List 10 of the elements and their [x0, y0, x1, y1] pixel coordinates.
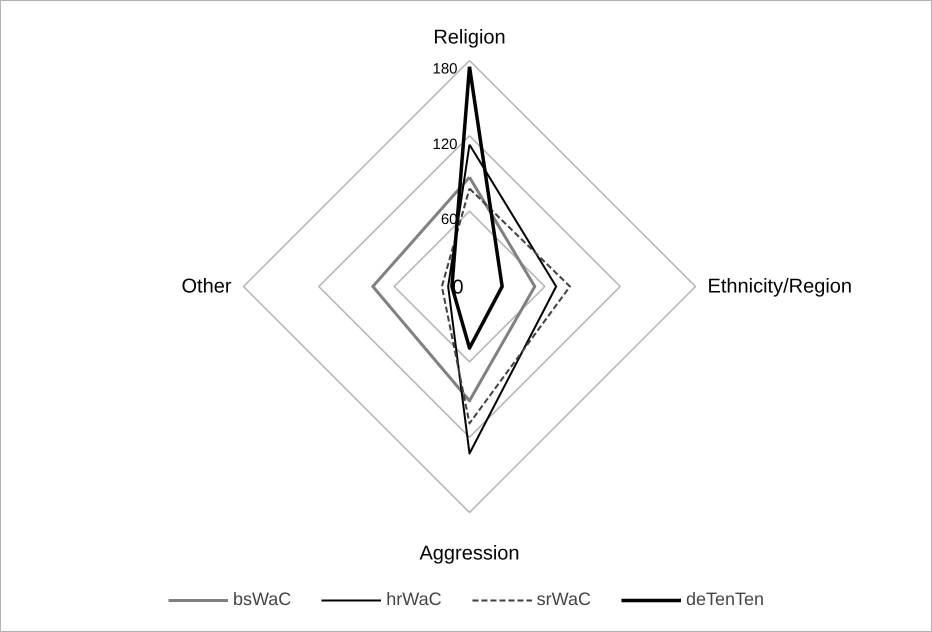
spoke-label: Religion	[433, 26, 506, 48]
legend-label: bsWaC	[232, 589, 292, 610]
spoke-label: Aggression	[419, 542, 520, 564]
legend-label: hrWaC	[386, 589, 442, 610]
y-tick-label: 180	[432, 60, 458, 78]
legend-label: srWaC	[536, 589, 591, 610]
legend-label: deTenTen	[686, 589, 764, 610]
y-tick-label: 120	[432, 136, 458, 153]
spoke-label: Other	[181, 276, 232, 298]
spoke-label: Ethnicity/Region	[708, 276, 852, 298]
